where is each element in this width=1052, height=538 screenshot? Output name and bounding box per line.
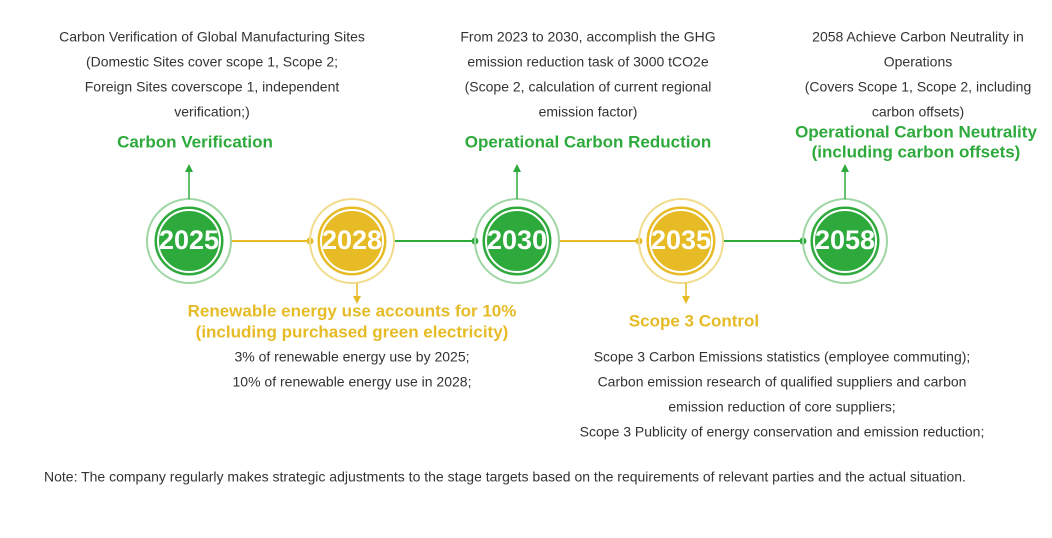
node-description: (Domestic Sites cover scope 1, Scope 2;: [86, 54, 338, 70]
node-year: 2028: [322, 225, 382, 255]
node-circle: [643, 203, 719, 279]
node-ring: [638, 198, 724, 284]
arrow-head: [513, 164, 521, 172]
node-description: Carbon emission research of qualified su…: [598, 374, 967, 390]
node-description: verification;): [174, 104, 249, 120]
node-circle: [807, 203, 883, 279]
node-year: 2025: [159, 225, 219, 255]
node-description: emission factor): [539, 104, 638, 120]
node-year: 2030: [487, 225, 547, 255]
arrow-head: [682, 296, 690, 304]
node-description: 3% of renewable energy use by 2025;: [234, 349, 469, 365]
node-description: Operations: [884, 54, 952, 70]
arrow-head: [185, 164, 193, 172]
node-description: (Scope 2, calculation of current regiona…: [465, 79, 712, 95]
node-description: emission reduction task of 3000 tCO2e: [467, 54, 708, 70]
node-description: Scope 3 Carbon Emissions statistics (emp…: [594, 349, 971, 365]
node-ring: [309, 198, 395, 284]
node-description: 10% of renewable energy use in 2028;: [233, 374, 472, 390]
node-inner-ring: [320, 209, 384, 273]
node-inner-ring: [485, 209, 549, 273]
node-description: carbon offsets): [872, 104, 964, 120]
node-title: (including purchased green electricity): [196, 322, 509, 341]
node-description: Scope 3 Publicity of energy conservation…: [580, 424, 985, 440]
node-circle: [314, 203, 390, 279]
node-title: Operational Carbon Reduction: [465, 132, 712, 151]
node-description: Carbon Verification of Global Manufactur…: [59, 29, 365, 45]
node-year: 2035: [651, 225, 711, 255]
arrow-head: [841, 164, 849, 172]
node-title: Renewable energy use accounts for 10%: [188, 301, 517, 320]
node-circle: [479, 203, 555, 279]
node-description: Foreign Sites coverscope 1, independent: [85, 79, 340, 95]
node-title: Operational Carbon Neutrality: [795, 122, 1037, 141]
node-inner-ring: [157, 209, 221, 273]
node-description: 2058 Achieve Carbon Neutrality in: [812, 29, 1024, 45]
node-description: From 2023 to 2030, accomplish the GHG: [460, 29, 715, 45]
node-description: (Covers Scope 1, Scope 2, including: [805, 79, 1031, 95]
node-circle: [151, 203, 227, 279]
note: Note: The company regularly makes strate…: [44, 469, 966, 485]
node-inner-ring: [813, 209, 877, 273]
node-title: Carbon Verification: [117, 132, 273, 151]
node-year: 2058: [815, 225, 875, 255]
node-title: Scope 3 Control: [629, 311, 759, 330]
node-inner-ring: [649, 209, 713, 273]
arrow-head: [353, 296, 361, 304]
node-description: emission reduction of core suppliers;: [668, 399, 895, 415]
node-title: (including carbon offsets): [812, 142, 1021, 161]
